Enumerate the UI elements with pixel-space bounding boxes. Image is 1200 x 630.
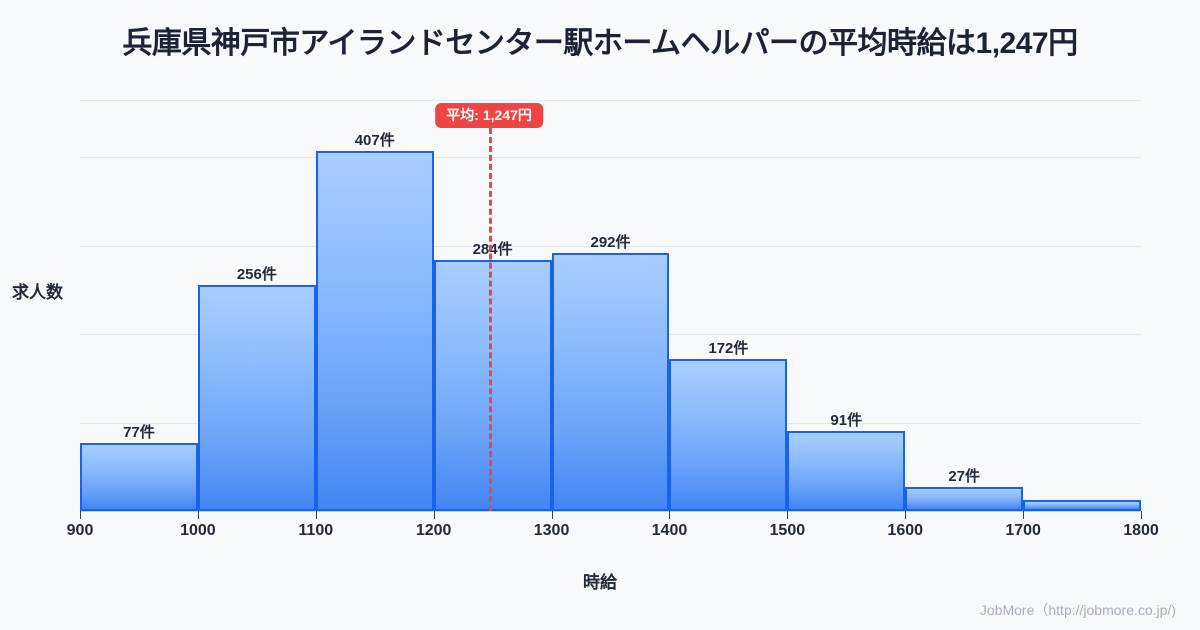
histogram-bar[interactable] xyxy=(1023,500,1141,511)
bar-value-label: 256件 xyxy=(236,265,277,283)
x-axis-title: 時給 xyxy=(583,573,617,592)
x-tick-mark xyxy=(197,511,199,519)
bar-value-label: 91件 xyxy=(830,411,863,429)
bar-value-label: 172件 xyxy=(708,339,749,357)
x-tick-label: 1600 xyxy=(887,522,924,539)
x-tick-label: 1100 xyxy=(298,522,334,539)
average-badge: 平均: 1,247円 xyxy=(435,103,543,128)
x-tick-mark xyxy=(787,511,789,519)
histogram-bar[interactable] xyxy=(433,259,552,511)
gridline xyxy=(80,100,1141,101)
histogram-bar[interactable] xyxy=(197,284,316,511)
x-tick-label: 1800 xyxy=(1123,522,1159,539)
x-tick-label: 1200 xyxy=(415,522,452,539)
gridline xyxy=(80,157,1141,159)
x-tick-mark xyxy=(1023,511,1025,519)
histogram-bar[interactable] xyxy=(315,151,434,511)
bar-value-label: 284件 xyxy=(472,240,513,258)
x-tick-label: 1700 xyxy=(1005,522,1041,539)
x-tick-mark xyxy=(669,511,671,519)
x-tick-mark xyxy=(315,511,317,519)
histogram-bar[interactable] xyxy=(787,430,906,511)
x-tick-mark xyxy=(551,511,553,519)
watermark: JobMore（http://jobmore.co.jp/) xyxy=(979,602,1176,618)
bar-value-label: 27件 xyxy=(948,468,980,486)
x-tick-mark xyxy=(433,511,435,519)
x-tick-mark xyxy=(905,511,907,519)
x-tick-mark xyxy=(80,511,81,519)
x-tick-label: 1300 xyxy=(533,522,570,539)
x-tick-label: 900 xyxy=(66,522,94,539)
x-tick-label: 1500 xyxy=(769,522,806,539)
x-tick-label: 1000 xyxy=(180,522,216,539)
x-axis-baseline xyxy=(80,511,1141,512)
histogram-bar[interactable] xyxy=(551,252,670,511)
bar-value-label: 77件 xyxy=(123,423,155,441)
histogram-bar[interactable] xyxy=(905,487,1024,511)
x-tick-mark xyxy=(1141,511,1142,519)
average-line xyxy=(489,128,493,511)
bar-value-label: 407件 xyxy=(354,132,395,150)
plot-area xyxy=(80,100,1141,511)
gridline xyxy=(80,245,1141,247)
histogram-bar[interactable] xyxy=(80,442,198,511)
histogram-bar[interactable] xyxy=(669,358,788,511)
y-axis-title: 求人数 xyxy=(12,283,63,302)
bar-value-label: 292件 xyxy=(590,233,631,251)
x-tick-label: 1400 xyxy=(651,522,688,539)
page-title: 兵庫県神戸市アイランドセンター駅ホームヘルパーの平均時給は1,247円 xyxy=(122,27,1078,60)
